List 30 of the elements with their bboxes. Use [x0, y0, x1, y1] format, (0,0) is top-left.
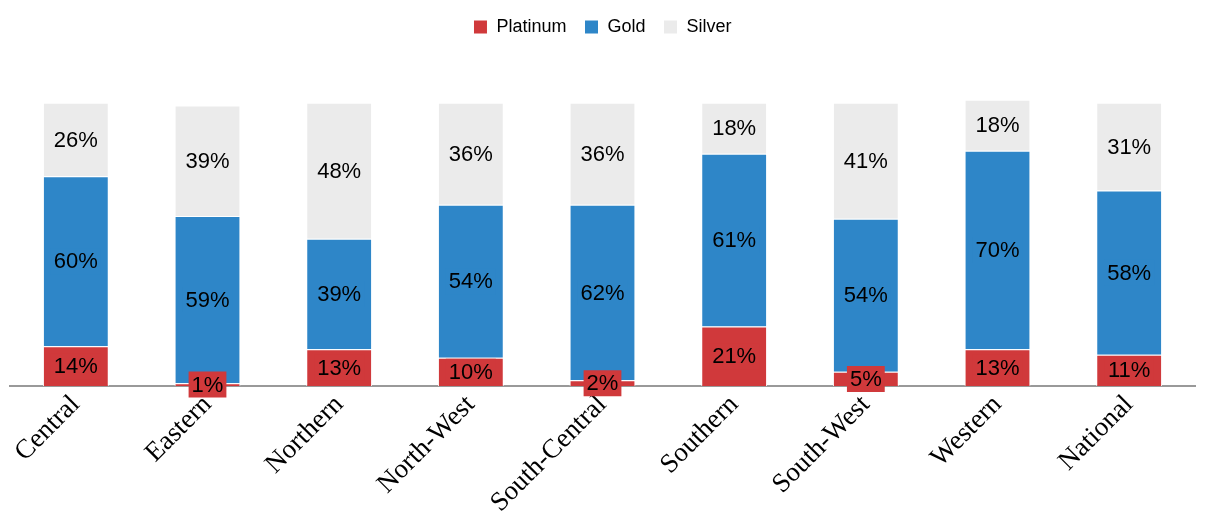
data-label: 39% [317, 280, 362, 306]
data-label: 18% [975, 112, 1020, 138]
data-label: 21% [712, 343, 757, 369]
data-label: 58% [1107, 259, 1152, 285]
legend-label: Silver [686, 15, 732, 36]
data-label: 41% [843, 147, 888, 173]
data-label: 31% [1107, 133, 1152, 159]
legend-label: Gold [607, 15, 646, 36]
data-label: 13% [317, 354, 362, 380]
data-label: 36% [448, 140, 493, 166]
data-label: 11% [1107, 357, 1151, 383]
data-label: 2% [586, 370, 619, 396]
data-label: 61% [712, 227, 757, 253]
data-label: 54% [843, 282, 888, 308]
data-label: 54% [448, 268, 493, 294]
data-label: 39% [185, 147, 230, 173]
data-label: 60% [53, 248, 98, 274]
data-label: 10% [448, 358, 493, 384]
data-label: 70% [975, 237, 1020, 263]
data-label: 18% [712, 115, 757, 141]
data-label: 14% [53, 353, 98, 379]
legend-label: Platinum [496, 15, 567, 36]
data-label: 36% [580, 140, 625, 166]
data-label: 1% [191, 371, 224, 397]
data-label: 48% [317, 157, 362, 183]
data-label: 62% [580, 279, 625, 305]
data-label: 59% [185, 286, 230, 312]
data-label: 13% [975, 354, 1020, 380]
data-label: 5% [849, 365, 882, 391]
data-label: 26% [53, 126, 98, 152]
